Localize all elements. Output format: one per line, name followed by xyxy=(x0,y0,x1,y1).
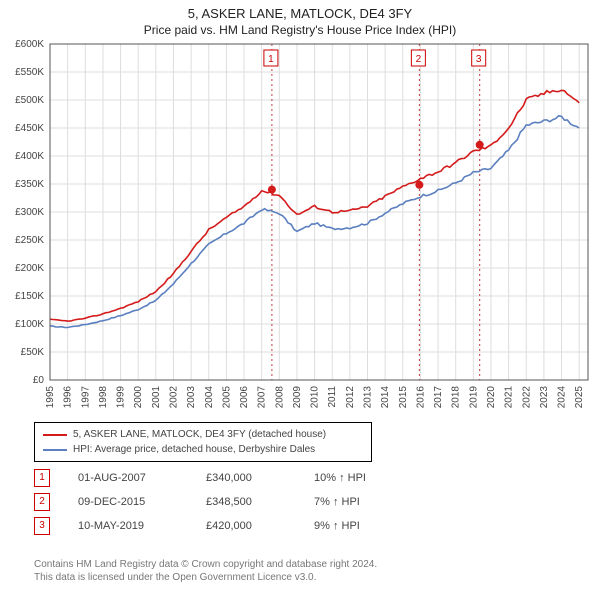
svg-text:2017: 2017 xyxy=(433,386,444,409)
svg-text:£350K: £350K xyxy=(15,179,44,190)
svg-text:2: 2 xyxy=(416,54,422,65)
footer-line-1: Contains HM Land Registry data © Crown c… xyxy=(34,558,377,571)
svg-text:2010: 2010 xyxy=(310,386,321,409)
svg-text:1999: 1999 xyxy=(116,386,127,409)
svg-text:£50K: £50K xyxy=(21,347,45,358)
legend-label-blue: HPI: Average price, detached house, Derb… xyxy=(73,442,315,457)
event-row: 1 01-AUG-2007 £340,000 10% ↑ HPI xyxy=(34,466,394,490)
svg-text:2014: 2014 xyxy=(380,386,391,409)
svg-text:1996: 1996 xyxy=(63,386,74,409)
svg-text:£150K: £150K xyxy=(15,291,44,302)
svg-text:£100K: £100K xyxy=(15,319,44,330)
svg-text:2016: 2016 xyxy=(415,386,426,409)
svg-text:£450K: £450K xyxy=(15,123,44,134)
footer-line-2: This data is licensed under the Open Gov… xyxy=(34,571,377,584)
svg-text:2013: 2013 xyxy=(363,386,374,409)
svg-text:2006: 2006 xyxy=(239,386,250,409)
svg-text:£500K: £500K xyxy=(15,95,44,106)
figure: { "title_line1": "5, ASKER LANE, MATLOCK… xyxy=(0,0,600,590)
event-delta: 10% ↑ HPI xyxy=(314,466,394,490)
svg-text:2018: 2018 xyxy=(451,386,462,409)
chart-svg: £0 £50K £100K £150K £200K £250K £300K £350K £400… xyxy=(0,0,600,418)
svg-text:2008: 2008 xyxy=(274,386,285,409)
svg-text:2021: 2021 xyxy=(504,386,515,409)
legend: 5, ASKER LANE, MATLOCK, DE4 3FY (detache… xyxy=(34,422,372,462)
svg-text:1: 1 xyxy=(268,54,274,65)
svg-text:2004: 2004 xyxy=(204,386,215,409)
svg-text:2005: 2005 xyxy=(221,386,232,409)
svg-text:2022: 2022 xyxy=(521,386,532,409)
svg-text:£200K: £200K xyxy=(15,263,44,274)
svg-text:2007: 2007 xyxy=(257,386,268,409)
svg-text:2019: 2019 xyxy=(468,386,479,409)
event-date: 01-AUG-2007 xyxy=(78,466,178,490)
svg-text:2023: 2023 xyxy=(539,386,550,409)
event-date: 10-MAY-2019 xyxy=(78,514,178,538)
events-table: 1 01-AUG-2007 £340,000 10% ↑ HPI 2 09-DEC-201… xyxy=(34,466,394,538)
svg-text:2009: 2009 xyxy=(292,386,303,409)
svg-text:2003: 2003 xyxy=(186,386,197,409)
svg-text:3: 3 xyxy=(476,54,482,65)
svg-text:1995: 1995 xyxy=(45,386,56,409)
event-row: 3 10-MAY-2019 £420,000 9% ↑ HPI xyxy=(34,514,394,538)
svg-text:1997: 1997 xyxy=(80,386,91,409)
svg-text:2000: 2000 xyxy=(133,386,144,409)
footer: Contains HM Land Registry data © Crown c… xyxy=(34,558,377,584)
svg-text:1998: 1998 xyxy=(98,386,109,409)
event-price: £420,000 xyxy=(206,514,286,538)
svg-text:2020: 2020 xyxy=(486,386,497,409)
svg-text:£300K: £300K xyxy=(15,207,44,218)
event-delta: 7% ↑ HPI xyxy=(314,490,394,514)
svg-text:2002: 2002 xyxy=(168,386,179,409)
legend-swatch-red xyxy=(43,434,67,436)
event-row: 2 09-DEC-2015 £348,500 7% ↑ HPI xyxy=(34,490,394,514)
svg-text:£400K: £400K xyxy=(15,151,44,162)
svg-text:2015: 2015 xyxy=(398,386,409,409)
svg-text:2024: 2024 xyxy=(557,386,568,409)
svg-text:£0: £0 xyxy=(33,375,45,386)
event-number: 3 xyxy=(34,517,50,535)
svg-text:2012: 2012 xyxy=(345,386,356,409)
legend-swatch-blue xyxy=(43,449,67,451)
legend-label-red: 5, ASKER LANE, MATLOCK, DE4 3FY (detache… xyxy=(73,427,326,442)
event-price: £348,500 xyxy=(206,490,286,514)
event-date: 09-DEC-2015 xyxy=(78,490,178,514)
event-number: 2 xyxy=(34,493,50,511)
svg-text:2025: 2025 xyxy=(574,386,585,409)
event-price: £340,000 xyxy=(206,466,286,490)
svg-text:2011: 2011 xyxy=(327,386,338,408)
event-number: 1 xyxy=(34,469,50,487)
svg-text:£250K: £250K xyxy=(15,235,44,246)
event-delta: 9% ↑ HPI xyxy=(314,514,394,538)
svg-text:£600K: £600K xyxy=(15,39,44,50)
svg-text:£550K: £550K xyxy=(15,67,44,78)
svg-text:2001: 2001 xyxy=(151,386,162,409)
